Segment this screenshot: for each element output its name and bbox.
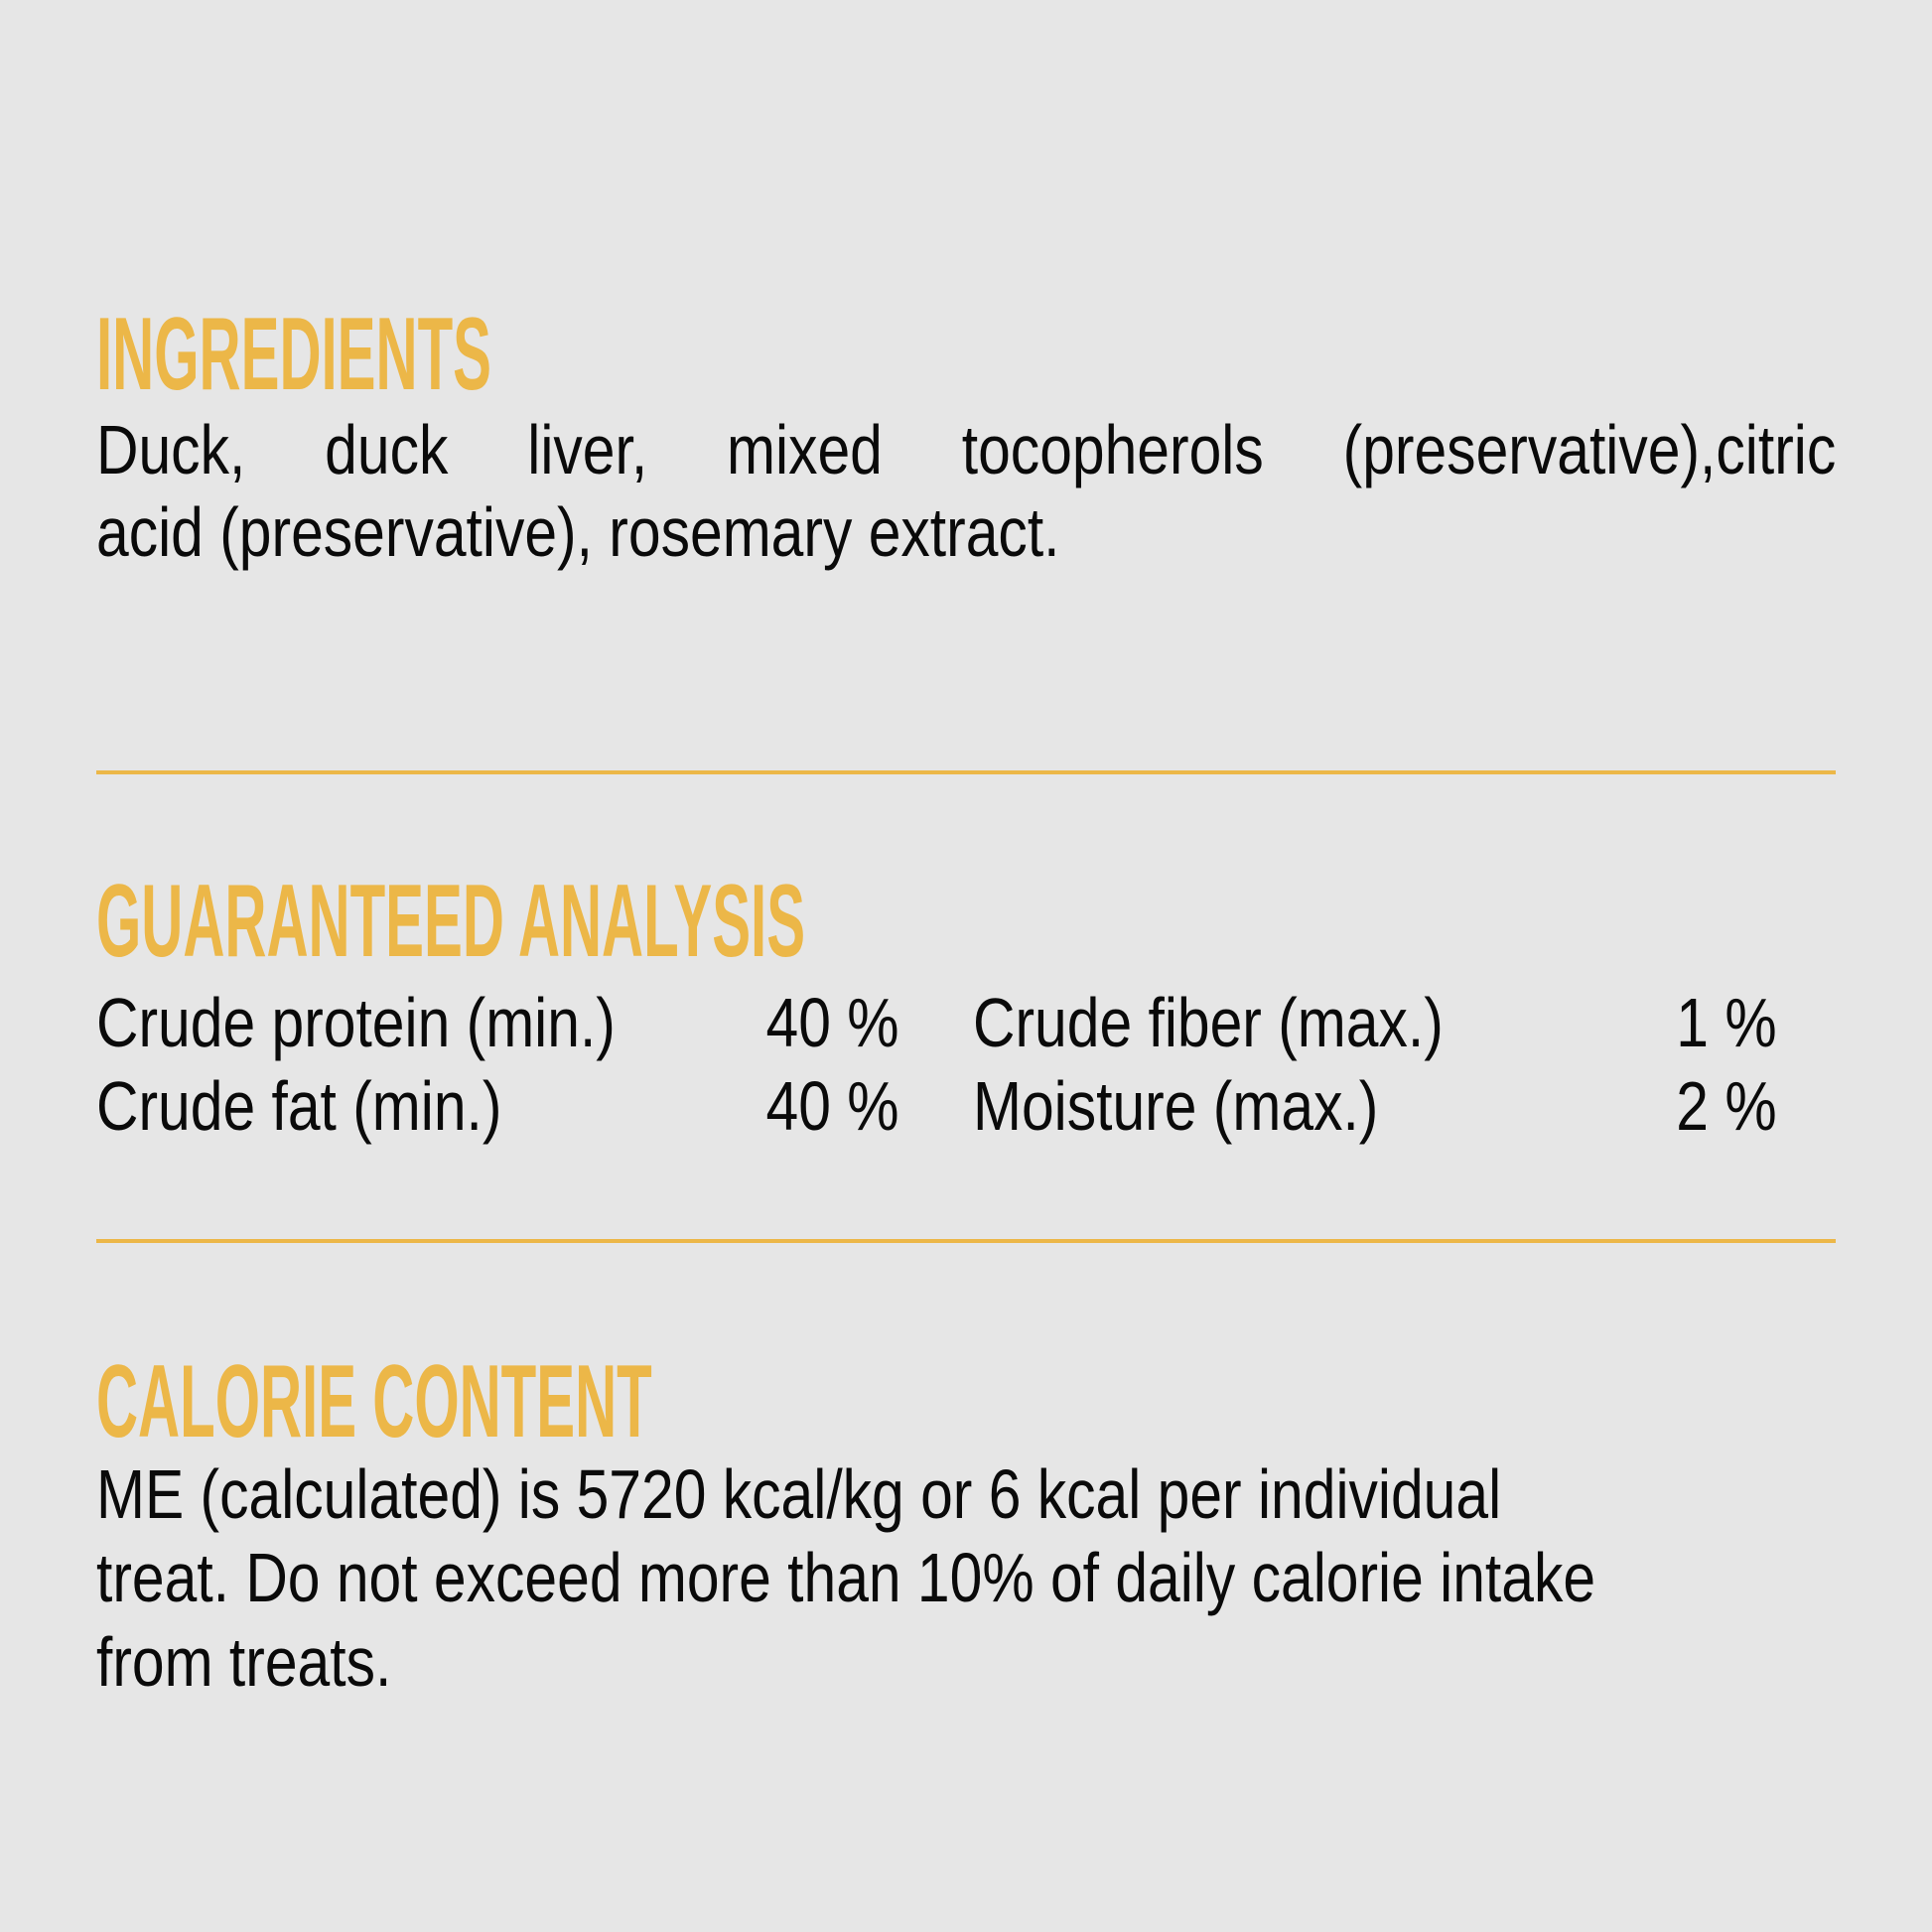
analysis-label: Moisture (max.) <box>973 1067 1379 1145</box>
calorie-text-line: ME (calculated) is 5720 kcal/kg or 6 kca… <box>96 1455 1502 1533</box>
divider <box>96 770 1836 774</box>
analysis-label: Crude protein (min.) <box>96 984 616 1061</box>
ingredients-heading: INGREDIENTS <box>96 297 492 412</box>
analysis-label: Crude fat (min.) <box>96 1067 502 1145</box>
analysis-value: 2 % <box>1676 1067 1777 1145</box>
analysis-value: 1 % <box>1676 984 1777 1061</box>
calorie-text-line: treat. Do not exceed more than 10% of da… <box>96 1539 1596 1616</box>
ingredients-text-line: acid (preservative), rosemary extract. <box>96 493 1060 571</box>
analysis-value: 40 % <box>765 1067 899 1145</box>
analysis-label: Crude fiber (max.) <box>973 984 1444 1061</box>
calorie-text-line: from treats. <box>96 1623 392 1701</box>
calorie-heading: CALORIE CONTENT <box>96 1344 652 1459</box>
ingredients-text-line: Duck, duck liver, mixed tocopherols (pre… <box>96 411 1837 488</box>
analysis-heading: GUARANTEED ANALYSIS <box>96 864 806 979</box>
analysis-value: 40 % <box>765 984 899 1061</box>
divider <box>96 1239 1836 1243</box>
